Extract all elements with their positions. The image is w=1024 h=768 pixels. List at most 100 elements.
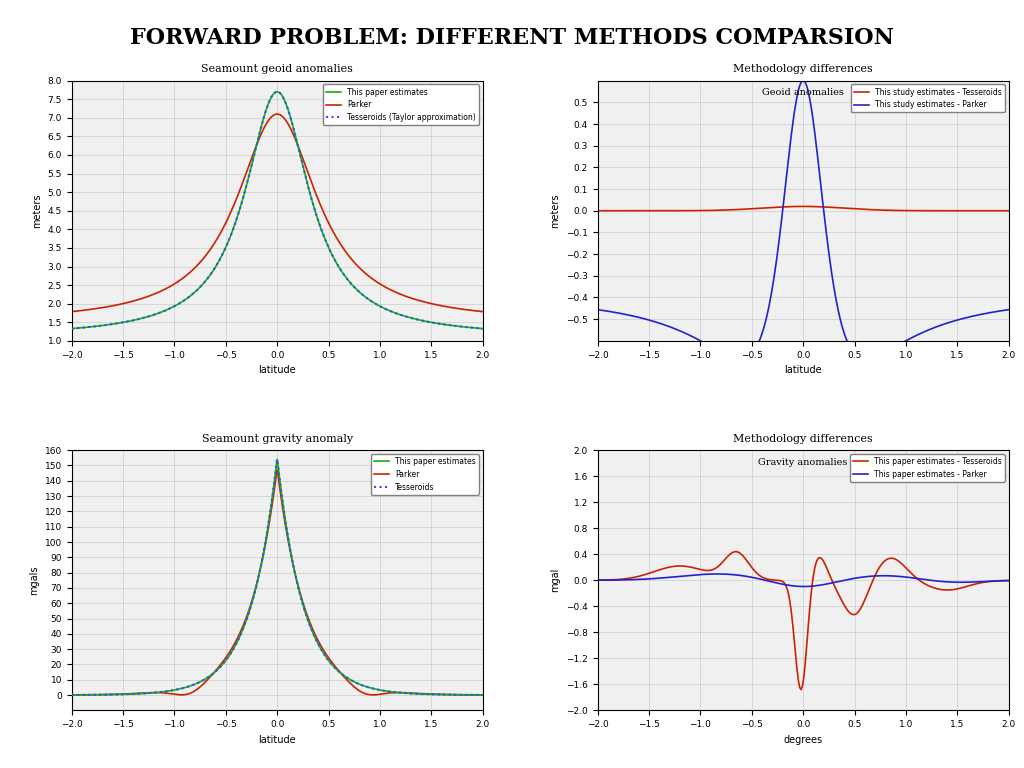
This study estimates - Tesseroids [912,206,925,215]
This study estimates - Parker [758,323,770,333]
This study estimates - Parker [772,239,784,248]
Parker [386,286,398,296]
This paper estimates [108,690,120,699]
This paper estimates - Parker [941,578,953,587]
Parker [386,688,398,697]
Parker [348,682,360,691]
This study estimates - Tesseroids [592,206,604,215]
Legend: This paper estimates, Parker, Tesseroids: This paper estimates, Parker, Tesseroids [371,454,479,495]
This paper estimates - Tesseroids [846,610,858,619]
This paper estimates [231,210,244,220]
Line: Tesseroids (Taylor approximation): Tesseroids (Taylor approximation) [72,92,482,329]
Title: Methodology differences: Methodology differences [733,65,873,74]
Line: This paper estimates: This paper estimates [72,459,482,695]
This study estimates - Tesseroids [920,206,932,215]
Title: Seamount gravity anomaly: Seamount gravity anomaly [202,434,352,444]
This paper estimates [231,636,244,645]
This paper estimates - Tesseroids [592,575,604,584]
Parker [394,290,407,299]
Line: This study estimates - Tesseroids: This study estimates - Tesseroids [598,207,1009,210]
This paper estimates [348,677,360,687]
Title: Seamount geoid anomalies: Seamount geoid anomalies [202,65,353,74]
Y-axis label: mgal: mgal [551,568,560,592]
This study estimates - Tesseroids [772,203,784,212]
This paper estimates - Tesseroids [593,575,605,584]
Tesseroids (Taylor approximation) [270,88,283,97]
Tesseroids [476,690,488,700]
Tesseroids (Taylor approximation) [66,324,78,333]
Y-axis label: meters: meters [32,194,42,228]
Tesseroids [231,636,244,645]
Line: Parker: Parker [72,114,482,312]
This paper estimates - Tesseroids [839,602,851,611]
This paper estimates - Parker [839,575,851,584]
This paper estimates - Parker [846,574,858,584]
This paper estimates - Tesseroids [838,600,850,609]
Parker [348,258,360,267]
This study estimates - Parker [592,305,604,314]
This paper estimates - Tesseroids [941,585,953,594]
Parker [270,465,283,475]
This study estimates - Parker [634,313,646,323]
Tesseroids [108,690,120,699]
Text: Gravity anomalies: Gravity anomalies [759,458,848,467]
This study estimates - Tesseroids [634,206,646,215]
This study estimates - Tesseroids [874,205,887,214]
Parker [231,190,244,200]
This study estimates - Parker [860,355,872,364]
This paper estimates [247,595,259,604]
Title: Methodology differences: Methodology differences [733,434,873,444]
This paper estimates [66,690,78,700]
This paper estimates [270,455,283,464]
Parker [66,690,78,700]
Tesseroids (Taylor approximation) [394,310,407,319]
Line: Tesseroids: Tesseroids [72,459,482,695]
Line: This paper estimates - Parker: This paper estimates - Parker [598,574,1009,587]
This paper estimates - Parker [593,575,605,584]
Parker [108,301,120,310]
This paper estimates [108,319,120,329]
This paper estimates - Parker [967,578,979,587]
This paper estimates - Tesseroids [795,685,807,694]
Tesseroids (Taylor approximation) [231,210,244,220]
Parker [394,688,407,697]
This paper estimates - Parker [711,569,723,578]
This paper estimates [386,687,398,697]
This paper estimates [394,310,407,319]
This paper estimates - Parker [798,582,810,591]
Parker [476,690,488,700]
Tesseroids (Taylor approximation) [247,157,259,166]
Tesseroids [394,688,407,697]
Line: This study estimates - Parker: This study estimates - Parker [598,81,1009,359]
X-axis label: latitude: latitude [258,365,296,375]
Tesseroids [247,595,259,604]
Text: FORWARD PROBLEM: DIFFERENT METHODS COMPARSION: FORWARD PROBLEM: DIFFERENT METHODS COMPA… [130,27,894,49]
Legend: This study estimates - Tesseroids, This study estimates - Parker: This study estimates - Tesseroids, This … [851,84,1005,112]
This study estimates - Parker [921,326,933,336]
Tesseroids (Taylor approximation) [348,283,360,292]
This paper estimates - Tesseroids [729,547,741,556]
Line: This paper estimates - Tesseroids: This paper estimates - Tesseroids [598,551,1009,690]
Parker [247,594,259,603]
Legend: This paper estimates - Tesseroids, This paper estimates - Parker: This paper estimates - Tesseroids, This … [850,454,1005,482]
Parker [270,110,283,119]
Y-axis label: mgals: mgals [29,565,39,595]
Tesseroids (Taylor approximation) [476,324,488,333]
This paper estimates [270,88,283,97]
Y-axis label: meters: meters [551,194,560,228]
Parker [247,151,259,160]
This paper estimates [247,157,259,166]
This paper estimates [66,324,78,333]
This paper estimates - Parker [592,575,604,584]
This study estimates - Tesseroids [797,202,809,211]
Line: Parker: Parker [72,470,482,695]
This paper estimates [386,307,398,316]
This paper estimates [476,690,488,700]
This paper estimates [348,283,360,292]
Tesseroids [386,687,398,697]
This study estimates - Parker [874,350,887,359]
X-axis label: latitude: latitude [784,365,822,375]
This paper estimates - Parker [838,576,850,585]
X-axis label: degrees: degrees [783,735,822,745]
This paper estimates [476,324,488,333]
